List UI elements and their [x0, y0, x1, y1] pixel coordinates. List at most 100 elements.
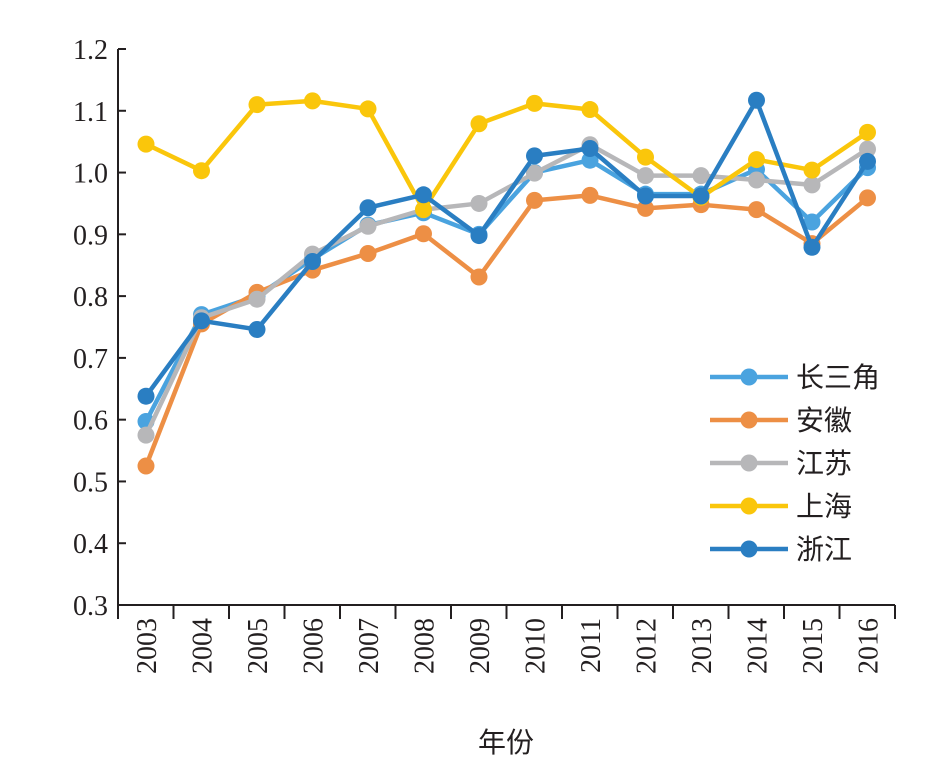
data-point — [803, 161, 821, 179]
data-point — [526, 191, 543, 209]
data-point — [803, 176, 821, 194]
y-tick-label: 0.6 — [73, 406, 108, 437]
data-point — [581, 186, 599, 204]
x-tick-label: 2009 — [465, 618, 496, 674]
data-point — [193, 162, 210, 180]
data-point — [859, 152, 876, 170]
data-point — [470, 227, 488, 245]
legend-marker — [740, 411, 758, 429]
legend-item: 长三角 — [710, 361, 880, 394]
x-tick-label: 2003 — [132, 618, 163, 674]
data-point — [581, 151, 599, 169]
y-tick-label: 0.5 — [73, 467, 108, 498]
x-tick-label: 2008 — [410, 618, 441, 674]
x-tick-label: 2007 — [354, 618, 385, 674]
legend-marker — [740, 540, 758, 558]
data-point — [137, 457, 155, 475]
data-point — [470, 268, 488, 286]
x-tick-label: 2011 — [576, 618, 607, 673]
series-line — [143, 193, 869, 467]
data-point — [470, 194, 488, 212]
series-line — [143, 142, 869, 437]
series-layer — [137, 91, 876, 475]
data-point — [748, 91, 765, 109]
data-point — [359, 217, 377, 235]
data-point — [359, 100, 377, 118]
legend-label: 安徽 — [796, 404, 852, 437]
data-point — [803, 213, 821, 231]
legend-item: 安徽 — [710, 404, 852, 437]
data-point — [581, 139, 599, 157]
data-point — [637, 148, 654, 166]
data-point — [415, 225, 432, 243]
series-line — [144, 98, 870, 398]
data-point — [692, 187, 710, 205]
y-axis-ticks: 0.3 0.4 0.5 0.6 0.7 0.8 0.9 1.0 1.1 1.2 — [73, 35, 126, 622]
legend-label: 长三角 — [796, 361, 880, 394]
x-tick-label: 2012 — [632, 618, 663, 674]
y-tick-label: 0.4 — [73, 529, 108, 560]
data-point — [359, 199, 377, 217]
data-point — [304, 253, 321, 271]
x-tick-label: 2006 — [299, 618, 330, 674]
y-tick-label: 0.8 — [73, 282, 108, 313]
legend-label: 江苏 — [796, 447, 852, 480]
legend-item: 江苏 — [710, 447, 852, 480]
data-point — [359, 244, 377, 262]
series-line — [145, 98, 869, 212]
legend-item: 上海 — [710, 490, 852, 523]
data-point — [637, 199, 654, 217]
data-point — [637, 187, 654, 205]
data-point — [304, 92, 321, 110]
data-point — [137, 387, 155, 405]
series-1 — [137, 186, 876, 475]
data-point — [137, 135, 155, 153]
data-point — [692, 167, 710, 185]
data-point — [193, 312, 210, 330]
x-axis-ticks: 2003 2004 2005 2006 2007 2008 2009 2010 2011 2012… — [117, 605, 896, 674]
legend-label: 浙江 — [796, 533, 852, 566]
x-tick-label: 2010 — [521, 618, 552, 674]
data-point — [248, 96, 266, 114]
legend-label: 上海 — [796, 490, 852, 523]
data-point — [526, 147, 543, 165]
data-point — [415, 186, 432, 204]
y-tick-label: 0.7 — [73, 344, 108, 375]
y-tick-label: 1.1 — [73, 97, 108, 128]
series-2 — [137, 136, 876, 444]
x-tick-label: 2014 — [743, 618, 774, 674]
data-point — [248, 320, 266, 338]
legend-marker — [740, 454, 758, 472]
data-point — [748, 201, 765, 219]
y-tick-label: 1.0 — [73, 159, 108, 190]
data-point — [526, 164, 543, 182]
data-point — [859, 140, 876, 158]
data-point — [470, 115, 488, 133]
data-point — [137, 426, 155, 444]
data-point — [248, 290, 266, 308]
data-point — [803, 238, 821, 256]
data-point — [637, 167, 654, 185]
data-point — [415, 201, 432, 219]
x-axis-title: 年份 — [478, 726, 534, 759]
data-point — [859, 189, 876, 207]
series-4 — [137, 91, 876, 405]
y-tick-label: 1.2 — [73, 35, 108, 66]
data-point — [526, 94, 543, 112]
data-point — [748, 171, 765, 189]
legend-item: 浙江 — [710, 533, 852, 566]
x-tick-label: 2016 — [854, 618, 885, 674]
data-point — [859, 123, 876, 141]
x-tick-label: 2015 — [798, 618, 829, 674]
x-tick-label: 2005 — [243, 618, 274, 674]
y-tick-label: 0.3 — [73, 591, 108, 622]
data-point — [581, 101, 599, 119]
x-tick-label: 2004 — [188, 618, 219, 674]
legend-marker — [740, 497, 758, 515]
x-tick-label: 2013 — [687, 618, 718, 674]
y-tick-label: 0.9 — [73, 220, 108, 251]
data-point — [748, 151, 765, 169]
legend-marker — [740, 368, 758, 386]
